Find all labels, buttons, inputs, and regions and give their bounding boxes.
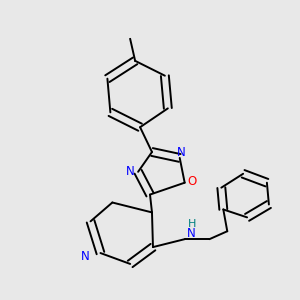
Text: O: O [187,175,196,188]
Text: N: N [177,146,186,160]
Text: H: H [188,219,196,229]
Text: N: N [81,250,90,262]
Text: N: N [187,227,196,240]
Text: N: N [126,165,135,178]
